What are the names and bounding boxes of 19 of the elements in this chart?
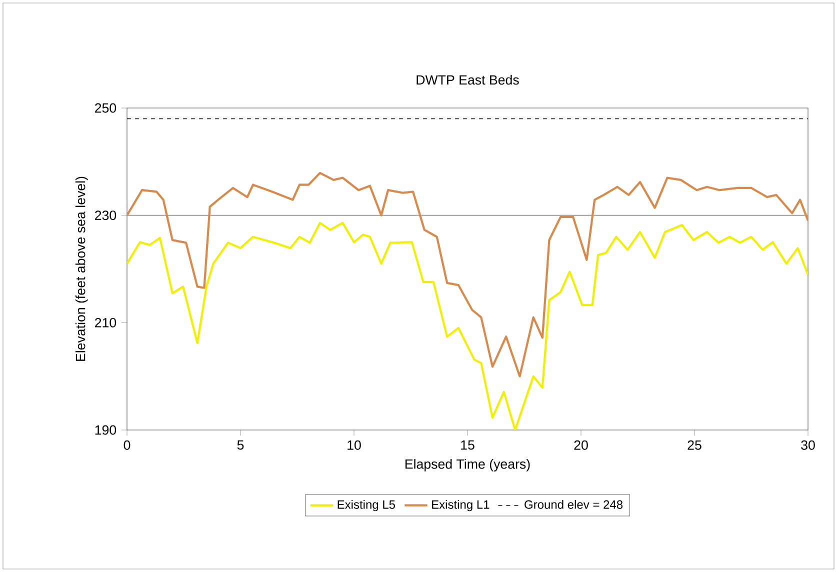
- x-tick-label: 10: [348, 440, 361, 450]
- x-tick-label: 25: [688, 440, 702, 450]
- x-tick-label: 0: [124, 440, 130, 450]
- line-series: [127, 172, 808, 378]
- legend-label: Existing L1: [432, 500, 490, 512]
- y-tick-label: 250: [95, 103, 116, 113]
- x-tick-label: 5: [237, 440, 244, 450]
- y-tick-label: 190: [95, 425, 116, 435]
- x-axis-title: Elapsed Time (years): [405, 459, 530, 472]
- legend-label: Ground elev = 248: [524, 500, 623, 509]
- line-series: [127, 222, 808, 430]
- legend-label: Existing L5: [338, 500, 395, 512]
- x-tick-label: 30: [801, 440, 815, 450]
- x-tick-label: 15: [461, 440, 474, 450]
- y-tick-label: 210: [95, 318, 116, 328]
- chart-title: DWTP East Beds: [416, 74, 519, 85]
- y-axis-title: Elevation (feet above sea level): [75, 176, 88, 361]
- x-tick-label: 20: [574, 440, 588, 450]
- y-tick-label: 230: [95, 210, 116, 220]
